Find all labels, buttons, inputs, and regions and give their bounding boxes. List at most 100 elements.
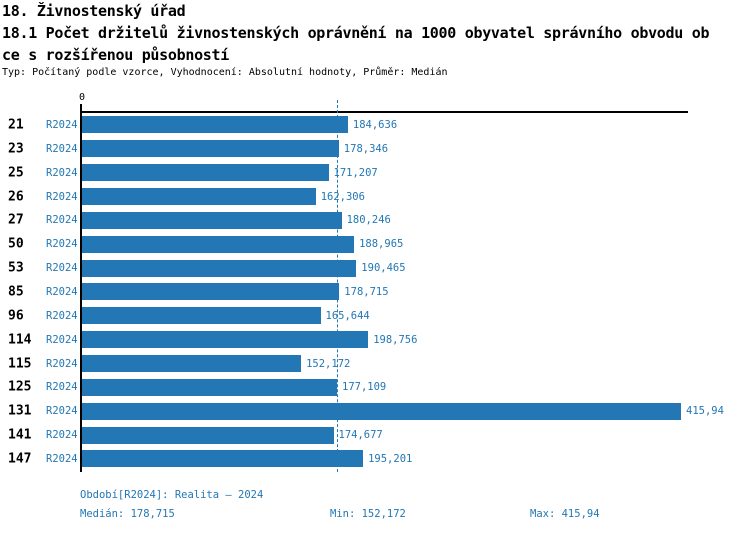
x-axis-line xyxy=(80,111,688,113)
bar-track: 184,636 xyxy=(82,113,750,137)
chart-row: 131 R2024 415,94 xyxy=(0,399,750,423)
bar-value-label: 178,715 xyxy=(344,285,389,298)
bar-value-label: 178,346 xyxy=(343,142,389,155)
row-category-label: 26 xyxy=(8,189,24,204)
row-category-label: 85 xyxy=(8,284,24,300)
bar xyxy=(82,426,334,444)
bar xyxy=(82,116,348,134)
row-category-label: 114 xyxy=(8,332,32,348)
bar xyxy=(82,331,369,349)
row-period-label: R2024 xyxy=(46,238,78,251)
row-category-label: 25 xyxy=(8,165,24,181)
bar-track: 162,306 xyxy=(82,185,750,209)
bar xyxy=(82,188,316,205)
bar-track: 174,677 xyxy=(82,423,750,447)
bar-value-label: 162,306 xyxy=(320,190,365,203)
chart-row: 27 R2024 180,246 xyxy=(0,208,750,232)
bar xyxy=(82,211,342,229)
bar-track: 198,756 xyxy=(82,328,750,352)
footer-min: Min: 152,172 xyxy=(330,508,406,520)
chart-row: 147 R2024 195,201 xyxy=(0,447,750,471)
chart-title-line1: 18.1 Počet držitelů živnostenských opráv… xyxy=(2,24,710,42)
chart-row: 23 R2024 178,346 xyxy=(0,137,750,161)
footer-median: Medián: 178,715 xyxy=(80,508,175,520)
row-period-label: R2024 xyxy=(46,285,78,298)
footer-max: Max: 415,94 xyxy=(530,508,600,520)
row-period-label: R2024 xyxy=(46,309,78,322)
bar xyxy=(82,283,340,301)
row-category-label: 21 xyxy=(8,117,24,133)
bar-value-label: 180,246 xyxy=(346,214,391,227)
row-period-label: R2024 xyxy=(46,166,78,179)
row-period-label: R2024 xyxy=(46,452,78,465)
bar-track: 188,965 xyxy=(82,232,750,256)
bar-track: 180,246 xyxy=(82,208,750,232)
row-period-label: R2024 xyxy=(46,142,78,155)
chart-row: 115 R2024 152,172 xyxy=(0,352,750,376)
row-period-label: R2024 xyxy=(46,357,78,370)
bar-value-label: 184,636 xyxy=(352,118,398,131)
bar xyxy=(82,259,357,277)
footer-period: Období[R2024]: Realita – 2024 xyxy=(80,489,264,501)
bar xyxy=(82,307,321,325)
bar-value-label: 152,172 xyxy=(306,357,351,370)
bar-value-label: 177,109 xyxy=(342,381,387,394)
bar-value-label: 171,207 xyxy=(333,166,378,179)
y-axis-line xyxy=(80,104,82,472)
chart-row: 114 R2024 198,756 xyxy=(0,328,750,352)
bar-track: 178,346 xyxy=(82,137,750,161)
row-category-label: 50 xyxy=(8,236,24,252)
chart-row: 50 R2024 188,965 xyxy=(0,232,750,256)
x-axis-zero-tick-label: 0 xyxy=(78,92,86,103)
chart-row: 125 R2024 177,109 xyxy=(0,375,750,399)
bar xyxy=(82,235,355,253)
row-category-label: 115 xyxy=(8,356,32,372)
bar-track: 190,465 xyxy=(82,256,750,280)
bar xyxy=(82,402,681,420)
bar-track: 152,172 xyxy=(82,352,750,376)
chart-row: 141 R2024 174,677 xyxy=(0,423,750,447)
chart-row: 96 R2024 165,644 xyxy=(0,304,750,328)
row-period-label: R2024 xyxy=(46,190,78,203)
bar-track: 415,94 xyxy=(82,399,750,423)
bar-track: 195,201 xyxy=(82,447,750,471)
chart-row: 26 R2024 162,306 xyxy=(0,185,750,209)
bar xyxy=(82,140,339,158)
bar-track: 171,207 xyxy=(82,161,750,185)
row-period-label: R2024 xyxy=(46,262,78,275)
row-category-label: 141 xyxy=(8,427,32,443)
chart-row: 21 R2024 184,636 xyxy=(0,113,750,137)
row-period-label: R2024 xyxy=(46,333,78,346)
bar-track: 165,644 xyxy=(82,304,750,328)
row-category-label: 125 xyxy=(8,379,32,395)
row-category-label: 96 xyxy=(8,308,24,324)
bar-value-label: 174,677 xyxy=(338,429,383,442)
chart-row: 25 R2024 171,207 xyxy=(0,161,750,185)
row-period-label: R2024 xyxy=(46,214,78,227)
chart-meta: Typ: Počítaný podle vzorce, Vyhodnocení:… xyxy=(2,67,448,78)
row-category-label: 27 xyxy=(8,212,24,228)
row-category-label: 23 xyxy=(8,141,24,157)
row-category-label: 131 xyxy=(8,403,32,419)
bar xyxy=(82,164,329,182)
bar-value-label: 165,644 xyxy=(325,309,370,322)
chart-title-line2: ce s rozšířenou působností xyxy=(2,46,230,64)
bar xyxy=(82,355,302,373)
bar-value-label: 198,756 xyxy=(373,333,418,346)
bar xyxy=(82,450,364,468)
bar-track: 178,715 xyxy=(82,280,750,304)
bar-value-label: 190,465 xyxy=(361,262,406,275)
bar-track: 177,109 xyxy=(82,375,750,399)
row-period-label: R2024 xyxy=(46,405,78,418)
page-title: 18. Živnostenský úřad xyxy=(2,2,186,20)
bar-chart: 21 R2024 184,636 23 R2024 178,346 25 R20… xyxy=(0,113,750,471)
bar-value-label: 415,94 xyxy=(686,405,724,418)
bar-value-label: 195,201 xyxy=(368,452,413,465)
bar xyxy=(82,378,337,396)
row-category-label: 53 xyxy=(8,260,24,276)
row-period-label: R2024 xyxy=(46,429,78,442)
row-period-label: R2024 xyxy=(46,381,78,394)
chart-row: 85 R2024 178,715 xyxy=(0,280,750,304)
bar-value-label: 188,965 xyxy=(359,238,404,251)
